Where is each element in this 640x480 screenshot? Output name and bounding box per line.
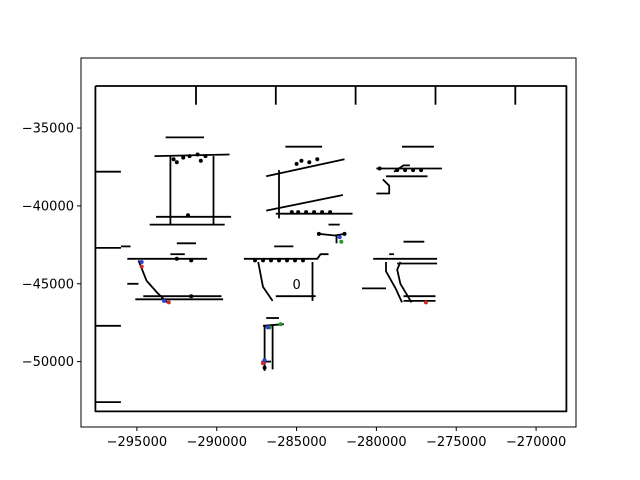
- series-line-0: [94, 85, 568, 413]
- series-line-46: [396, 261, 413, 303]
- marker-point-15: [312, 210, 317, 215]
- marker-point-4: [198, 158, 203, 163]
- y-axis: −35000 −40000 −45000 −50000: [22, 122, 81, 370]
- marker-point-7: [186, 213, 190, 218]
- marker-point-25: [189, 258, 194, 263]
- x-tick-label-3: −280000: [346, 435, 407, 450]
- marker-point-10: [307, 160, 312, 165]
- marker-point-18: [377, 166, 382, 171]
- marker-point-6: [203, 154, 208, 159]
- series-line-47: [385, 262, 403, 303]
- x-tick-label-1: −290000: [186, 435, 247, 450]
- series-line-39: [257, 261, 274, 302]
- marker-point-24: [342, 231, 347, 236]
- series-line-38: [243, 253, 329, 260]
- marker-point-0: [171, 157, 176, 162]
- series-line-11: [154, 153, 230, 157]
- marker-point-43: [262, 358, 267, 363]
- x-tick-label-4: −275000: [426, 435, 487, 450]
- marker-point-42: [265, 325, 270, 330]
- marker-point-37: [278, 322, 283, 327]
- marker-point-3: [187, 154, 192, 159]
- marker-point-34: [301, 258, 305, 263]
- x-axis: −295000 −290000 −285000 −280000 −275000 −2700…: [107, 427, 567, 450]
- data-layer: [94, 85, 568, 413]
- marker-point-1: [174, 160, 179, 165]
- text-layer: 0: [292, 278, 300, 293]
- marker-point-12: [289, 210, 294, 215]
- series-line-33: [137, 260, 168, 304]
- marker-point-27: [189, 294, 194, 299]
- x-tick-label-0: −295000: [107, 435, 168, 450]
- marker-point-33: [293, 258, 297, 263]
- x-tick-label-2: −285000: [266, 435, 327, 450]
- marker-point-46: [423, 300, 428, 305]
- marker-point-13: [296, 210, 301, 215]
- axes-frame: [80, 57, 577, 428]
- y-tick-label-1: −40000: [22, 199, 74, 214]
- axes-background: [81, 58, 576, 427]
- marker-point-21: [411, 168, 416, 173]
- marker-point-32: [285, 258, 289, 263]
- marker-point-28: [253, 258, 257, 263]
- y-tick-label-2: −45000: [22, 277, 74, 292]
- marker-point-14: [304, 210, 309, 215]
- marker-point-11: [315, 157, 320, 162]
- marker-point-8: [294, 161, 299, 166]
- marker-point-36: [339, 239, 344, 244]
- marker-point-29: [261, 258, 265, 263]
- marker-point-30: [269, 258, 273, 263]
- marker-point-17: [328, 210, 333, 215]
- marker-point-31: [277, 258, 281, 263]
- series-line-27: [318, 233, 345, 237]
- series-line-19: [266, 194, 344, 212]
- marker-point-20: [403, 168, 408, 173]
- marker-point-19: [395, 168, 400, 173]
- marker-point-23: [316, 231, 321, 236]
- marker-point-16: [320, 210, 325, 215]
- marker-point-22: [419, 168, 424, 173]
- marker-point-39: [337, 235, 342, 240]
- marker-point-44: [139, 264, 144, 269]
- y-tick-label-0: −35000: [22, 122, 74, 137]
- marker-point-41: [162, 298, 166, 303]
- marker-point-45: [166, 300, 171, 305]
- marker-point-5: [195, 152, 200, 157]
- marker-point-2: [181, 155, 186, 160]
- marker-point-35: [262, 365, 267, 370]
- x-tick-label-5: −270000: [506, 435, 567, 450]
- marker-point-47: [261, 361, 265, 366]
- text-mark-0: 0: [292, 278, 300, 293]
- marker-layer: [139, 152, 428, 370]
- marker-point-9: [299, 158, 304, 163]
- y-tick-label-3: −50000: [22, 355, 74, 370]
- marker-point-40: [139, 260, 144, 264]
- marker-point-26: [174, 256, 179, 261]
- series-line-25: [376, 178, 391, 195]
